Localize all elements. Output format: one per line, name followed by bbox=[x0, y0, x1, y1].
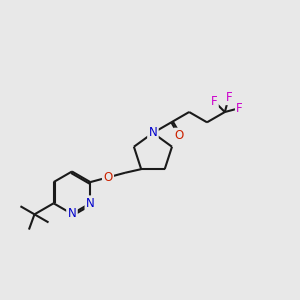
Text: N: N bbox=[148, 126, 157, 140]
Text: F: F bbox=[236, 102, 243, 115]
Text: O: O bbox=[103, 171, 112, 184]
Text: N: N bbox=[68, 207, 76, 220]
Text: F: F bbox=[211, 95, 217, 108]
Text: F: F bbox=[226, 91, 232, 104]
Text: N: N bbox=[86, 197, 95, 210]
Text: O: O bbox=[174, 129, 184, 142]
